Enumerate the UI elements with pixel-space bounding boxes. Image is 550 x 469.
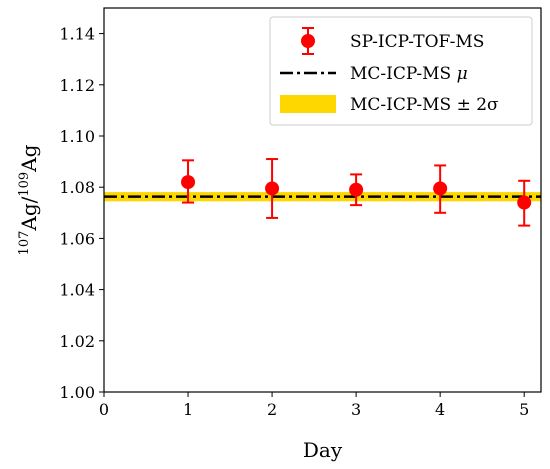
point-layer bbox=[181, 175, 532, 210]
legend-label-mc-name: MC-ICP-MS bbox=[350, 64, 451, 84]
y-ticks: 1.00 1.02 1.04 1.06 1.08 1.10 1.12 1.14 bbox=[59, 25, 104, 402]
y-tick-label-1.04: 1.04 bbox=[59, 281, 95, 300]
data-point-day-3 bbox=[349, 182, 364, 197]
data-point-day-5 bbox=[517, 195, 532, 210]
y-label-mid: Ag/ bbox=[17, 196, 41, 231]
y-label-sup-109: 109 bbox=[17, 172, 32, 197]
legend-marker-sp-icp-tof-ms bbox=[301, 27, 315, 55]
legend-label-mu: μ bbox=[457, 64, 468, 84]
y-tick-label-1.10: 1.10 bbox=[59, 127, 95, 146]
plot-frame bbox=[103, 7, 542, 393]
legend: SP-ICP-TOF-MS MC-ICP-MS μ MC-ICP-MS ± 2σ bbox=[269, 16, 533, 126]
y-tick-label-1.00: 1.00 bbox=[59, 383, 95, 402]
y-label-suffix: Ag bbox=[17, 144, 41, 172]
y-tick-label-1.14: 1.14 bbox=[59, 25, 95, 44]
data-point-day-1 bbox=[181, 175, 196, 190]
y-tick-label-1.06: 1.06 bbox=[59, 229, 95, 248]
x-tick-label-1: 1 bbox=[183, 400, 193, 419]
x-axis-label: Day bbox=[303, 438, 343, 462]
legend-label-sp-icp-tof-ms: SP-ICP-TOF-MS bbox=[350, 32, 484, 52]
legend-marker-mc-icp-ms-band bbox=[280, 95, 336, 113]
x-ticks: 0 1 2 3 4 5 bbox=[99, 392, 529, 419]
y-label-sup-107: 107 bbox=[17, 231, 32, 256]
legend-label-mc-icp-ms-mean: MC-ICP-MS μ bbox=[350, 64, 468, 84]
x-tick-label-3: 3 bbox=[351, 400, 361, 419]
legend-label-mc-icp-ms-band: MC-ICP-MS ± 2σ bbox=[350, 95, 499, 115]
x-tick-label-4: 4 bbox=[435, 400, 445, 419]
y-axis-label: 107Ag/109Ag bbox=[17, 144, 41, 255]
y-tick-label-1.08: 1.08 bbox=[59, 178, 95, 197]
data-point-day-2 bbox=[265, 181, 280, 196]
legend-point bbox=[301, 34, 315, 48]
x-tick-label-0: 0 bbox=[99, 400, 109, 419]
y-tick-label-1.02: 1.02 bbox=[59, 332, 95, 351]
data-point-day-4 bbox=[433, 181, 448, 196]
x-tick-label-5: 5 bbox=[519, 400, 529, 419]
x-tick-label-2: 2 bbox=[267, 400, 277, 419]
y-tick-label-1.12: 1.12 bbox=[59, 76, 95, 95]
